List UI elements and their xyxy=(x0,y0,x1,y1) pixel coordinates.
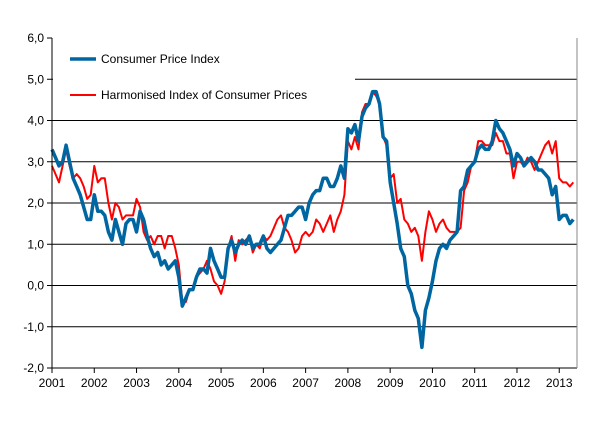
series-line-cpi xyxy=(50,89,575,350)
x-tick-label: 2007 xyxy=(292,376,319,390)
x-tick-label: 2005 xyxy=(208,376,235,390)
x-tick-label: 2012 xyxy=(504,376,531,390)
y-tick-label: 6,0 xyxy=(27,31,44,45)
y-tick-label: 1,0 xyxy=(27,237,44,251)
y-tick-label: 5,0 xyxy=(27,72,44,86)
series-line-hicp xyxy=(51,90,575,303)
x-tick-label: 2004 xyxy=(165,376,192,390)
y-tick-label: 4,0 xyxy=(27,114,44,128)
x-tick-label: 2009 xyxy=(377,376,404,390)
x-tick-label: 2006 xyxy=(250,376,277,390)
legend: Consumer Price Index Harmonised Index of… xyxy=(70,52,307,102)
y-tick-label: 3,0 xyxy=(27,155,44,169)
y-tick-label: 2,0 xyxy=(27,196,44,210)
x-tick-label: 2013 xyxy=(546,376,573,390)
axes: -2,0 -1,0 0,0 1,0 2,0 3,0 4,0 5,0 6,0 2001 2002 200… xyxy=(23,31,578,390)
series-lines xyxy=(50,89,575,350)
x-tick-label: 2001 xyxy=(39,376,66,390)
legend-label-hicp: Harmonised Index of Consumer Prices xyxy=(101,88,307,102)
legend-label-cpi: Consumer Price Index xyxy=(101,52,220,66)
x-tick-label: 2010 xyxy=(419,376,446,390)
y-tick-label: -2,0 xyxy=(23,361,44,375)
x-tick-label: 2003 xyxy=(123,376,150,390)
legend-background xyxy=(53,36,355,112)
x-tick-label: 2008 xyxy=(335,376,362,390)
x-tick-label: 2011 xyxy=(462,376,488,390)
y-tick-label: 0,0 xyxy=(27,279,44,293)
y-tick-label: -1,0 xyxy=(23,320,44,334)
gridlines xyxy=(52,78,577,328)
x-tick-label: 2002 xyxy=(81,376,108,390)
